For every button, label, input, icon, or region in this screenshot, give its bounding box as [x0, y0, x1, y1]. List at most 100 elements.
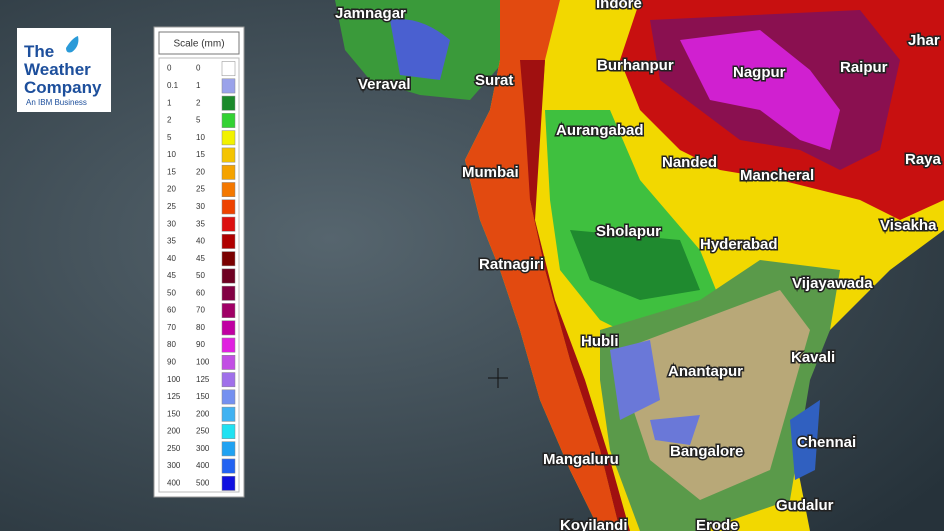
- legend-swatch: [221, 458, 236, 474]
- city-label: Ratnagiri: [479, 256, 544, 273]
- legend-swatch: [221, 268, 236, 284]
- legend-max: 100: [196, 358, 210, 367]
- logo-drop: [66, 36, 79, 53]
- legend-min: 45: [167, 271, 176, 280]
- city-label: Raya: [905, 151, 942, 168]
- city-label: Aurangabad: [556, 122, 644, 139]
- legend-min: 35: [167, 237, 176, 246]
- legend-max: 150: [196, 392, 210, 401]
- legend-swatch: [221, 303, 236, 318]
- legend-min: 1: [167, 98, 172, 107]
- legend-min: 0.1: [167, 81, 179, 90]
- city-label: Nagpur: [733, 64, 786, 81]
- crosshair: [488, 368, 508, 388]
- city-label: Hyderabad: [700, 236, 778, 253]
- legend-max: 45: [196, 254, 205, 263]
- city-label: Bangalore: [670, 443, 743, 460]
- legend-min: 2: [167, 116, 172, 125]
- city-label: Jamnagar: [335, 5, 406, 22]
- legend-max: 25: [196, 185, 205, 194]
- logo-tagline: An IBM Business: [26, 98, 87, 107]
- legend-max: 60: [196, 288, 205, 297]
- city-label: Nanded: [662, 154, 717, 171]
- logo: The Weather Company An IBM Business: [17, 28, 111, 112]
- city-label: Mancheral: [740, 167, 814, 184]
- city-label: Kavali: [791, 349, 835, 366]
- legend-min: 20: [167, 185, 176, 194]
- legend-swatch: [221, 337, 236, 353]
- city-label: Visakha: [880, 217, 937, 234]
- legend-min: 100: [167, 375, 181, 384]
- legend-max: 15: [196, 150, 205, 159]
- legend-min: 5: [167, 133, 172, 142]
- legend-swatch: [221, 78, 236, 94]
- legend-max: 200: [196, 409, 210, 418]
- legend-swatch: [221, 355, 236, 370]
- city-label: Vijayawada: [792, 275, 873, 292]
- legend-max: 300: [196, 444, 210, 453]
- legend-swatch: [221, 199, 236, 215]
- legend-min: 0: [167, 64, 172, 73]
- legend-max: 10: [196, 133, 205, 142]
- legend-swatch: [221, 320, 236, 336]
- city-label: Chennai: [797, 434, 856, 451]
- city-labels: Jamnagar Indore Jhar Veraval Surat Burha…: [334, 0, 944, 531]
- legend-min: 70: [167, 323, 176, 332]
- logo-line: The: [24, 42, 54, 61]
- legend-min: 30: [167, 219, 176, 228]
- legend-swatch: [221, 406, 236, 422]
- city-label: Surat: [475, 72, 513, 89]
- legend-min: 250: [167, 444, 181, 453]
- legend-min: 300: [167, 461, 181, 470]
- legend-swatch: [221, 424, 236, 439]
- city-label: Anantapur: [668, 363, 743, 380]
- legend-max: 500: [196, 478, 210, 487]
- legend-max: 20: [196, 167, 205, 176]
- legend-max: 50: [196, 271, 205, 280]
- legend-swatch: [221, 113, 236, 128]
- legend-swatch: [221, 389, 236, 405]
- legend-max: 90: [196, 340, 205, 349]
- legend-min: 200: [167, 427, 181, 436]
- legend-max: 2: [196, 98, 201, 107]
- legend-swatch: [221, 61, 236, 77]
- legend-min: 60: [167, 306, 176, 315]
- legend-max: 1: [196, 81, 201, 90]
- city-label: Burhanpur: [597, 57, 674, 74]
- legend-max: 30: [196, 202, 205, 211]
- legend-min: 400: [167, 478, 181, 487]
- legend-swatch: [221, 216, 236, 232]
- logo-line: Weather: [24, 60, 91, 79]
- legend-max: 400: [196, 461, 210, 470]
- legend-title-box: [158, 31, 240, 55]
- city-label: Sholapur: [596, 223, 661, 240]
- legend-min: 15: [167, 167, 176, 176]
- city-label: Mangaluru: [543, 451, 619, 468]
- legend-min: 10: [167, 150, 176, 159]
- legend-max: 40: [196, 237, 205, 246]
- legend-max: 70: [196, 306, 205, 315]
- city-label: Veraval: [358, 76, 411, 93]
- legend-max: 0: [196, 64, 201, 73]
- rainfall-layer: [335, 0, 944, 531]
- legend-max: 125: [196, 375, 210, 384]
- legend-max: 80: [196, 323, 205, 332]
- legend-swatch: [221, 251, 236, 267]
- legend-swatch: [221, 475, 236, 491]
- legend-min: 50: [167, 288, 176, 297]
- legend-swatch: [221, 95, 236, 111]
- legend-min: 150: [167, 409, 181, 418]
- city-label: Koyilandi: [560, 517, 628, 531]
- legend-swatch: [221, 234, 236, 249]
- legend-swatch: [221, 130, 236, 146]
- legend-min: 80: [167, 340, 176, 349]
- legend-max: 35: [196, 219, 205, 228]
- legend-min: 40: [167, 254, 176, 263]
- legend-swatch: [221, 285, 236, 301]
- logo-box: [17, 28, 111, 112]
- legend-min: 125: [167, 392, 181, 401]
- legend-min: 90: [167, 358, 176, 367]
- legend-title: Scale (mm): [173, 39, 224, 50]
- legend-min: 25: [167, 202, 176, 211]
